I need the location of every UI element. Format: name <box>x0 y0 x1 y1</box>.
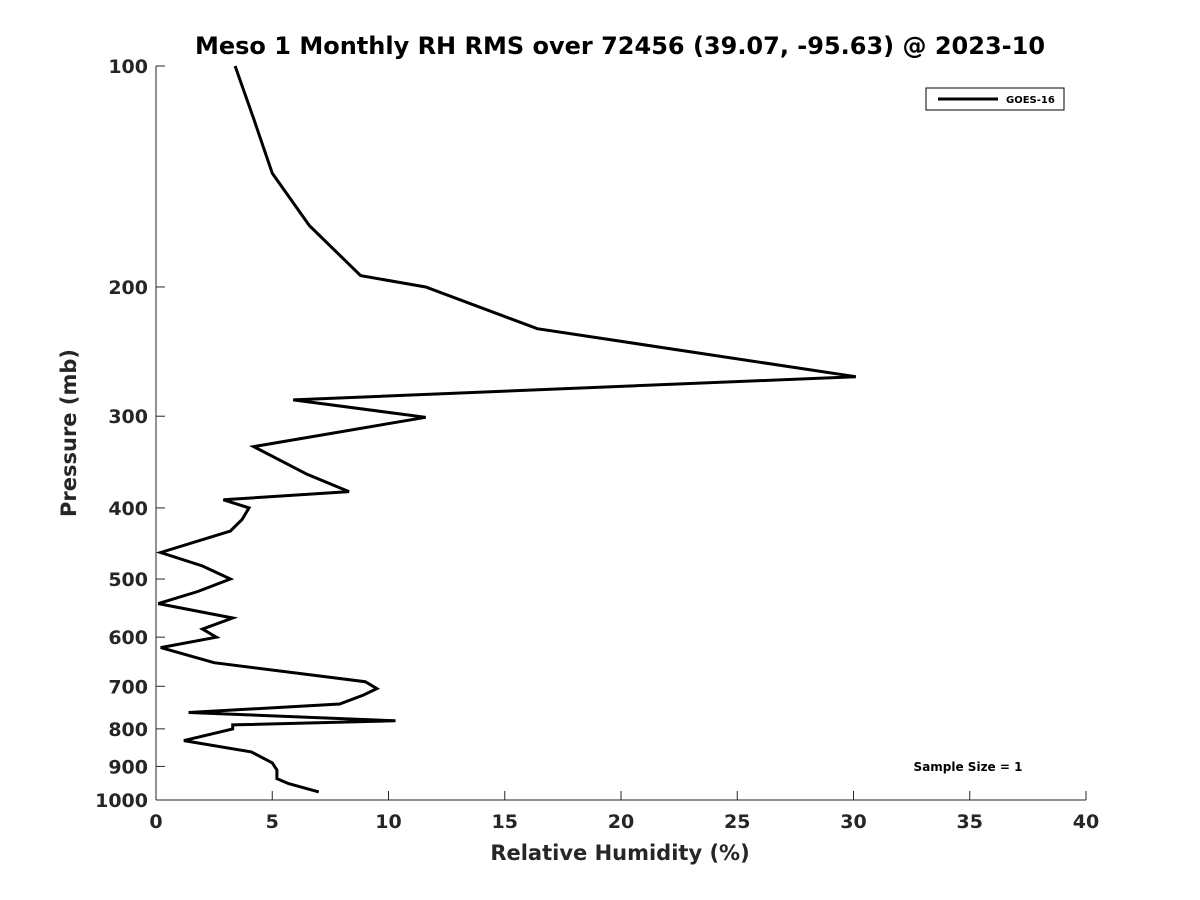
y-axis-label: Pressure (mb) <box>57 349 81 517</box>
y-tick-label: 800 <box>108 719 148 741</box>
x-axis-ticks: 0 5 10 15 20 25 30 35 40 <box>149 791 1099 833</box>
y-tick-label: 100 <box>108 56 148 78</box>
chart-title: Meso 1 Monthly RH RMS over 72456 (39.07,… <box>195 32 1045 60</box>
x-tick-label: 30 <box>840 811 866 833</box>
legend: GOES-16 <box>925 87 1065 111</box>
plot-axes <box>155 66 1086 801</box>
x-tick-label: 40 <box>1073 811 1099 833</box>
y-tick-label: 400 <box>108 498 148 520</box>
y-tick-label: 600 <box>108 627 148 649</box>
x-tick-label: 25 <box>724 811 750 833</box>
y-tick-label: 200 <box>108 277 148 299</box>
y-tick-label: 900 <box>108 756 148 778</box>
y-tick-label: 1000 <box>95 790 148 812</box>
legend-label-goes-16: GOES-16 <box>1006 95 1055 106</box>
x-tick-label: 35 <box>957 811 983 833</box>
sample-size-note: Sample Size = 1 <box>914 760 1023 774</box>
x-axis-label: Relative Humidity (%) <box>490 841 749 865</box>
y-tick-label: 700 <box>108 676 148 698</box>
y-tick-label: 500 <box>108 569 148 591</box>
x-tick-label: 0 <box>149 811 162 833</box>
y-tick-label: 300 <box>108 406 148 428</box>
y-axis-ticks: 100 200 300 400 500 600 700 800 900 1000 <box>95 56 165 812</box>
x-tick-label: 20 <box>608 811 634 833</box>
series-line-goes-16 <box>155 65 857 794</box>
series-lines <box>155 65 857 794</box>
x-tick-label: 5 <box>266 811 279 833</box>
x-tick-label: 10 <box>375 811 401 833</box>
x-tick-label: 15 <box>492 811 518 833</box>
